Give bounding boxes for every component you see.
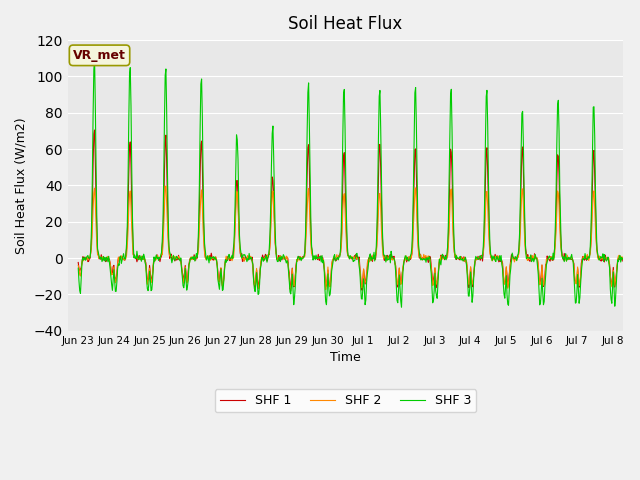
SHF 1 (456, 257, 463, 263)
SHF 3 (247, 255, 255, 261)
SHF 2 (141, 259, 149, 264)
SHF 2 (74, 263, 82, 268)
SHF 2 (456, 255, 463, 261)
Title: Soil Heat Flux: Soil Heat Flux (288, 15, 403, 33)
SHF 2 (424, 254, 431, 260)
Line: SHF 2: SHF 2 (78, 186, 640, 291)
SHF 3 (296, 254, 304, 260)
SHF 3 (74, 265, 82, 271)
SHF 3 (397, 304, 405, 310)
SHF 2 (162, 183, 170, 189)
SHF 3 (424, 255, 431, 261)
SHF 3 (142, 263, 150, 269)
SHF 3 (91, 57, 99, 62)
SHF 2 (287, 288, 294, 294)
Y-axis label: Soil Heat Flux (W/m2): Soil Heat Flux (W/m2) (15, 117, 28, 254)
SHF 1 (296, 254, 304, 260)
SHF 3 (456, 255, 463, 261)
Text: VR_met: VR_met (73, 49, 126, 62)
SHF 1 (247, 255, 255, 261)
SHF 1 (424, 256, 431, 262)
SHF 2 (275, 255, 283, 261)
X-axis label: Time: Time (330, 351, 361, 364)
SHF 1 (358, 288, 366, 293)
SHF 1 (142, 260, 150, 266)
Line: SHF 3: SHF 3 (78, 60, 640, 307)
SHF 2 (298, 256, 305, 262)
SHF 1 (91, 127, 99, 133)
Legend: SHF 1, SHF 2, SHF 3: SHF 1, SHF 2, SHF 3 (214, 389, 476, 412)
SHF 1 (275, 252, 283, 258)
Line: SHF 1: SHF 1 (78, 130, 640, 290)
SHF 1 (74, 260, 82, 265)
SHF 2 (247, 253, 255, 259)
SHF 3 (275, 255, 283, 261)
